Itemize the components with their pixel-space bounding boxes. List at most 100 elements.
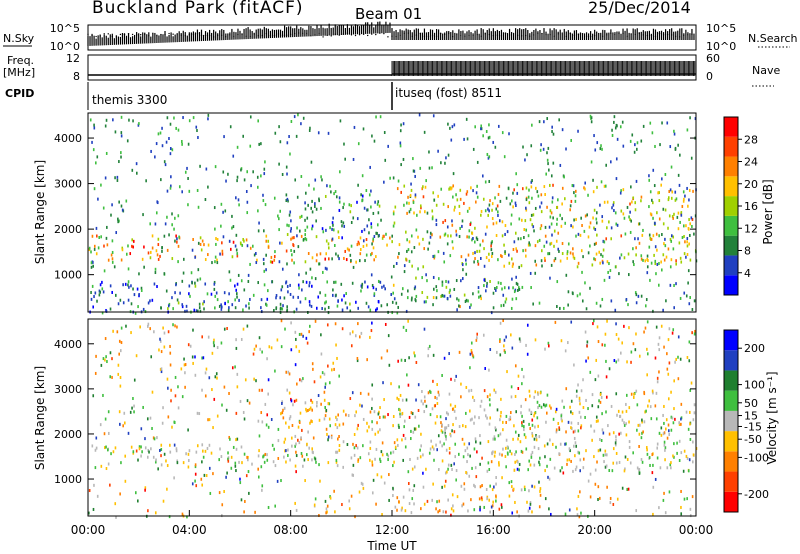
echo-cell (525, 254, 527, 258)
echo-cell (589, 114, 592, 118)
echo-cell (187, 465, 190, 469)
echo-cell (437, 194, 439, 198)
echo-cell (451, 125, 454, 129)
echo-cell (445, 437, 447, 441)
echo-cell (678, 421, 680, 425)
echo-cell (104, 417, 107, 421)
echo-cell (680, 422, 682, 426)
echo-cell (499, 414, 502, 418)
echo-cell (521, 218, 523, 222)
echo-cell (325, 427, 328, 431)
echo-cell (410, 511, 413, 515)
echo-cell (417, 383, 420, 387)
echo-cell (311, 210, 314, 214)
echo-cell (162, 326, 164, 330)
echo-cell (328, 257, 330, 261)
echo-cell (618, 460, 621, 464)
echo-cell (555, 205, 558, 209)
echo-cell (451, 467, 453, 471)
echo-cell (546, 205, 548, 209)
echo-cell (142, 213, 144, 217)
echo-cell (286, 172, 288, 176)
echo-cell (132, 245, 135, 249)
echo-cell (170, 399, 172, 403)
echo-cell (111, 357, 113, 361)
echo-cell (523, 236, 525, 240)
echo-cell (473, 399, 476, 403)
echo-cell (110, 253, 113, 257)
echo-cell (150, 355, 153, 359)
echo-cell (479, 404, 482, 408)
echo-cell (379, 459, 382, 463)
echo-cell (201, 483, 204, 487)
echo-cell (514, 460, 516, 464)
echo-cell (368, 231, 370, 235)
echo-cell (99, 283, 102, 287)
echo-cell (497, 213, 499, 217)
echo-cell (517, 437, 519, 441)
echo-cell (416, 213, 418, 217)
echo-cell (666, 466, 669, 470)
echo-cell (482, 333, 485, 337)
echo-cell (440, 294, 442, 298)
echo-cell (92, 394, 95, 398)
echo-cell (173, 116, 175, 120)
echo-cell (106, 243, 109, 247)
echo-cell (486, 152, 489, 156)
echo-cell (235, 233, 238, 237)
echo-cell (338, 434, 340, 438)
echo-cell (423, 395, 426, 399)
echo-cell (658, 199, 661, 203)
echo-cell (538, 404, 541, 408)
echo-cell (596, 185, 598, 189)
echo-cell (290, 321, 292, 325)
echo-cell (458, 212, 461, 216)
echo-cell (331, 227, 333, 231)
echo-cell (149, 222, 152, 226)
echo-cell (631, 200, 633, 204)
echo-cell (545, 172, 547, 176)
echo-cell (491, 217, 494, 221)
echo-cell (214, 375, 217, 379)
echo-cell (503, 344, 505, 348)
echo-cell (229, 125, 232, 129)
noise-search-dot (354, 34, 357, 37)
noise-search-dot (338, 34, 341, 36)
noise-search-dot (237, 33, 239, 36)
echo-cell (349, 332, 352, 336)
echo-cell (420, 444, 422, 448)
echo-cell (572, 247, 574, 251)
echo-cell (491, 208, 493, 212)
echo-cell (480, 256, 482, 260)
echo-cell (546, 151, 548, 155)
echo-cell (595, 419, 598, 423)
echo-cell (335, 195, 338, 199)
echo-cell (285, 193, 288, 197)
echo-cell (436, 396, 438, 400)
echo-cell (640, 195, 643, 199)
echo-cell (663, 421, 665, 425)
echo-cell (240, 445, 243, 449)
echo-cell (135, 354, 138, 358)
echo-cell (122, 301, 125, 305)
echo-cell (214, 255, 217, 259)
echo-cell (441, 459, 444, 463)
echo-cell (318, 418, 321, 422)
echo-cell (95, 161, 97, 165)
echo-cell (605, 375, 608, 379)
echo-cell (674, 417, 676, 421)
echo-cell (523, 425, 525, 429)
echo-cell (350, 344, 353, 348)
echo-cell (688, 198, 690, 202)
echo-cell (159, 254, 161, 258)
echo-cell (466, 460, 468, 464)
echo-cell (373, 292, 376, 296)
echo-cell (430, 439, 432, 443)
noise-search-dot (488, 33, 490, 36)
echo-cell (648, 233, 651, 237)
echo-cell (211, 351, 214, 355)
echo-cell (641, 420, 643, 424)
echo-cell (555, 239, 558, 243)
noise-search-dot (330, 35, 332, 37)
echo-cell (423, 247, 426, 251)
